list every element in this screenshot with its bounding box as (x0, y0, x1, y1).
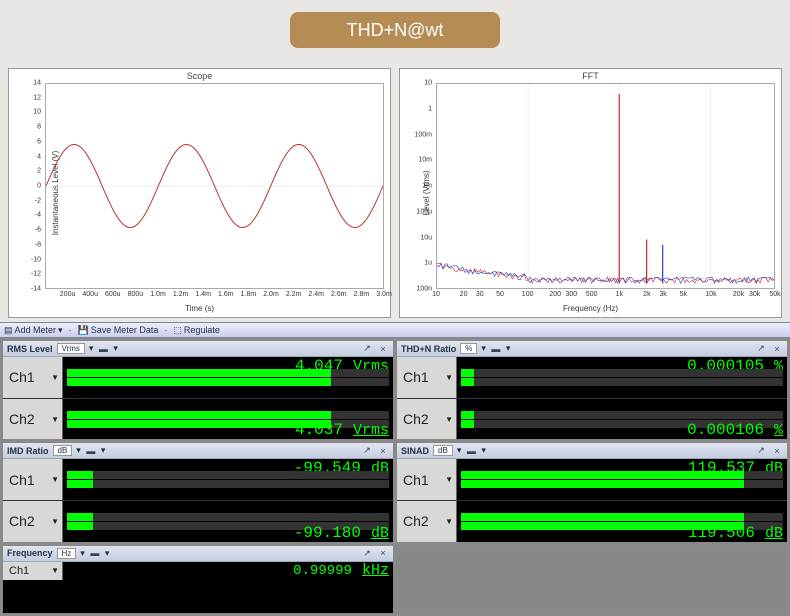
close-icon[interactable]: × (771, 445, 783, 457)
scope-plot (45, 83, 384, 289)
fft-chart-panel: FFT Level (Vrms) 101100m10m1m100u10u1u10… (399, 68, 782, 318)
fft-yticks: 101100m10m1m100u10u1u100n (400, 83, 434, 289)
save-meter-data-button[interactable]: 💾 Save Meter Data (78, 325, 159, 336)
thdn-panel: THD+N Ratio % ▾ ▬▾ ↗ × Ch1▼ 0.000105% Ch… (396, 340, 788, 440)
imd-title: IMD Ratio (7, 446, 49, 456)
freq-ch1-value: 0.99999 (293, 563, 352, 579)
frequency-panel: Frequency Hz ▾ ▬▾ ↗ × Ch1▼ 0.99999 kHz (2, 545, 394, 614)
popout-icon[interactable]: ↗ (361, 445, 373, 457)
rms-ch1-label[interactable]: Ch1▼ (3, 357, 63, 398)
title-badge: THD+N@wt (290, 12, 500, 48)
bar-mode-icon[interactable]: ▬ (85, 445, 97, 457)
add-meter-button[interactable]: ▤ Add Meter ▾ (4, 325, 63, 336)
popout-icon[interactable]: ↗ (361, 343, 373, 355)
fft-title: FFT (400, 71, 781, 81)
close-icon[interactable]: × (377, 445, 389, 457)
freq-header: Frequency Hz ▾ ▬▾ ↗ × (3, 546, 393, 562)
regulate-button[interactable]: ⬚ Regulate (173, 325, 220, 336)
rms-ch2-label[interactable]: Ch2▼ (3, 399, 63, 440)
popout-icon[interactable]: ↗ (361, 547, 373, 559)
sinad-panel: SINAD dB ▾ ▬▾ ↗ × Ch1▼ 119.537dB Ch2▼ (396, 442, 788, 542)
thdn-ch1-row: Ch1▼ 0.000105% (397, 357, 787, 399)
bar-mode-icon[interactable]: ▬ (490, 343, 502, 355)
meter-toolbar: ▤ Add Meter ▾ · 💾 Save Meter Data · ⬚ Re… (0, 322, 790, 338)
fft-xticks: 102030501002003005001k2k3k5k10k20k30k50k (436, 291, 775, 303)
sinad-ch2-row: Ch2▼ 119.506 dB (397, 501, 787, 542)
fft-plot (436, 83, 775, 289)
rms-ch2-value: 4.037 (295, 421, 343, 439)
scope-chart-panel: Scope Instantaneous Level (V) -14-12-10-… (8, 68, 391, 318)
sinad-unit-select[interactable]: dB (433, 445, 453, 456)
imd-ch2-row: Ch2▼ -99.180 dB (3, 501, 393, 542)
bar-mode-icon[interactable]: ▬ (465, 445, 477, 457)
close-icon[interactable]: × (377, 343, 389, 355)
imd-ch2-unit: dB (371, 525, 389, 542)
thdn-title: THD+N Ratio (401, 344, 456, 354)
sinad-ch1-row: Ch1▼ 119.537dB (397, 459, 787, 501)
charts-row: Scope Instantaneous Level (V) -14-12-10-… (8, 68, 782, 318)
fft-xlabel: Frequency (Hz) (400, 304, 781, 313)
sinad-ch2-label[interactable]: Ch2▼ (397, 501, 457, 542)
thdn-ch2-label[interactable]: Ch2▼ (397, 399, 457, 440)
imd-ch2-value: -99.180 (294, 524, 361, 542)
freq-ch1-unit: kHz (362, 562, 389, 579)
rms-ch2-row: Ch2▼ 4.037 Vrms (3, 399, 393, 440)
imd-panel: IMD Ratio dB ▾ ▬▾ ↗ × Ch1▼ -99.549dB Ch2… (2, 442, 394, 542)
thdn-unit-select[interactable]: % (460, 343, 477, 354)
thdn-header: THD+N Ratio % ▾ ▬▾ ↗ × (397, 341, 787, 357)
bar-mode-icon[interactable]: ▬ (97, 343, 109, 355)
rms-ch2-unit: Vrms (353, 422, 389, 439)
imd-ch2-label[interactable]: Ch2▼ (3, 501, 63, 542)
thdn-ch1-label[interactable]: Ch1▼ (397, 357, 457, 398)
close-icon[interactable]: × (377, 547, 389, 559)
imd-ch1-label[interactable]: Ch1▼ (3, 459, 63, 500)
freq-ch1-label[interactable]: Ch1▼ (3, 562, 63, 580)
imd-unit-select[interactable]: dB (53, 445, 73, 456)
rms-unit-select[interactable]: Vrms (57, 343, 85, 354)
thdn-ch2-value: 0.000106 (687, 421, 764, 439)
imd-ch1-row: Ch1▼ -99.549dB (3, 459, 393, 501)
freq-ch1-row: Ch1▼ 0.99999 kHz (3, 562, 393, 580)
popout-icon[interactable]: ↗ (755, 343, 767, 355)
rms-title: RMS Level (7, 344, 53, 354)
rms-level-panel: RMS Level Vrms ▾ ▬ ▾ ↗ × Ch1▼ 4.047Vrms … (2, 340, 394, 440)
sinad-ch2-unit: dB (765, 525, 783, 542)
sinad-header: SINAD dB ▾ ▬▾ ↗ × (397, 443, 787, 459)
thdn-ch2-unit: % (774, 422, 783, 439)
empty-panel (396, 545, 788, 614)
sinad-ch1-label[interactable]: Ch1▼ (397, 459, 457, 500)
meters-grid: RMS Level Vrms ▾ ▬ ▾ ↗ × Ch1▼ 4.047Vrms … (0, 338, 790, 616)
scope-xlabel: Time (s) (9, 304, 390, 313)
sinad-ch2-value: 119.506 (688, 524, 755, 542)
scope-yticks: -14-12-10-8-6-4-202468101214 (9, 83, 43, 289)
thdn-ch2-row: Ch2▼ 0.000106% (397, 399, 787, 440)
rms-header: RMS Level Vrms ▾ ▬ ▾ ↗ × (3, 341, 393, 357)
sinad-title: SINAD (401, 446, 429, 456)
freq-title: Frequency (7, 548, 53, 558)
bar-mode-icon[interactable]: ▬ (89, 547, 101, 559)
scope-title: Scope (9, 71, 390, 81)
imd-header: IMD Ratio dB ▾ ▬▾ ↗ × (3, 443, 393, 459)
scope-xticks: 200u400u600u800u1.0m1.2m1.4m1.6m1.8m2.0m… (45, 291, 384, 303)
rms-ch1-row: Ch1▼ 4.047Vrms (3, 357, 393, 399)
close-icon[interactable]: × (771, 343, 783, 355)
popout-icon[interactable]: ↗ (755, 445, 767, 457)
freq-unit-select[interactable]: Hz (57, 548, 77, 559)
